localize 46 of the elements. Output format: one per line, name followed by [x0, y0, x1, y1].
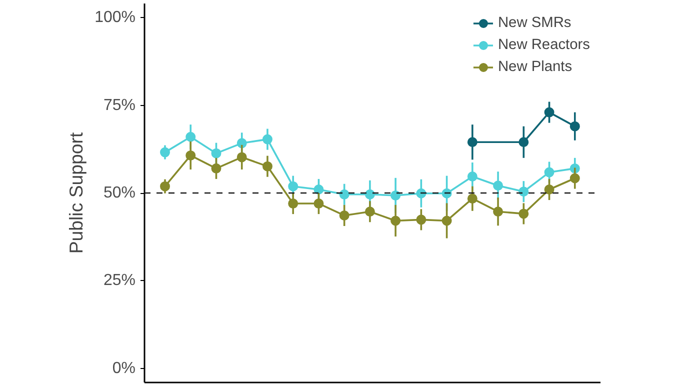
y-tick-label: 100% [94, 9, 136, 26]
point [493, 180, 504, 191]
point [416, 214, 426, 225]
point [544, 107, 554, 118]
point [493, 206, 504, 217]
point [211, 163, 222, 174]
point [314, 184, 324, 194]
point [186, 150, 196, 160]
point [416, 188, 426, 198]
y-tick-label: 50% [103, 184, 136, 202]
point [288, 181, 298, 192]
point [442, 188, 452, 198]
point [518, 208, 529, 219]
point [442, 216, 452, 226]
y-tick-label: 0% [112, 360, 136, 377]
point [467, 194, 478, 204]
point [339, 189, 350, 200]
point [467, 172, 478, 182]
point [390, 216, 401, 226]
y-tick-label: 75% [103, 96, 136, 114]
point [518, 186, 529, 197]
point [288, 198, 298, 209]
point [236, 138, 247, 148]
point [262, 134, 272, 144]
point [518, 137, 529, 148]
point [364, 206, 375, 217]
point [390, 190, 401, 200]
point [364, 189, 375, 200]
point [570, 173, 580, 184]
point [186, 132, 196, 142]
point [236, 152, 247, 162]
point [211, 148, 222, 158]
legend-label: New Plants [498, 59, 572, 75]
y-tick-label: 25% [103, 272, 136, 290]
point [160, 147, 170, 158]
point [314, 198, 324, 209]
point [160, 181, 170, 192]
point [262, 161, 272, 172]
legend-label: New SMRs [498, 15, 572, 31]
point [467, 137, 478, 148]
legend-label: New Reactors [498, 37, 590, 53]
point [339, 210, 350, 220]
point [544, 167, 554, 178]
y-axis-title: Public Support [66, 132, 87, 254]
point [570, 121, 580, 132]
point [544, 184, 554, 194]
